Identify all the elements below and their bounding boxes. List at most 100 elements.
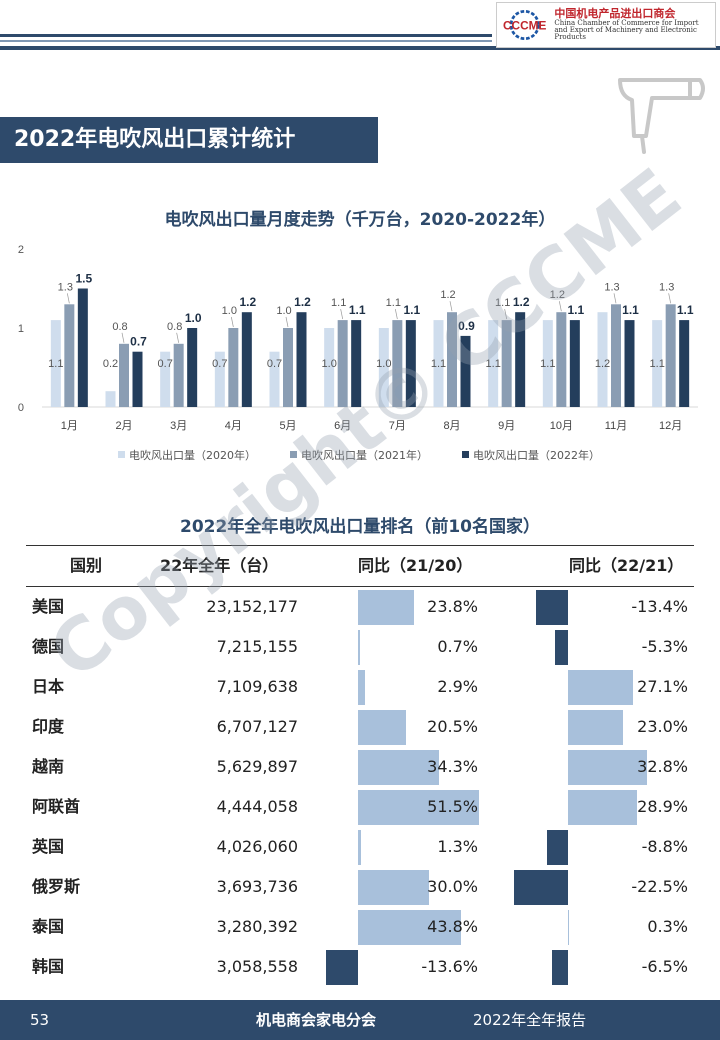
data-label: 1.1 [650,358,665,370]
data-label: 1.5 [75,272,92,286]
bar-2022 [351,320,362,407]
export-quantity: 4,444,058 [216,797,298,816]
data-label-leader [285,316,289,328]
bar-2022 [187,328,198,407]
bar-2021 [119,343,129,407]
bar-2020 [160,351,171,407]
export-quantity: 6,707,127 [216,717,298,736]
bar-2020 [324,328,335,407]
table-row: 印度 6,707,127 20.5% 23.0% [26,707,694,747]
yoy-2120-value: 1.3% [437,837,478,856]
monthly-export-chart: 0121.11.31.51月0.20.80.72月0.70.81.03月0.71… [18,244,698,462]
bar-2020 [433,320,444,407]
page-header: CCCME 中国机电产品进出口商会 China Chamber of Comme… [0,0,720,52]
country-name: 美国 [32,597,65,616]
yoy-2221-value: -5.3% [641,637,688,656]
data-label: 1.3 [604,281,619,293]
bar-2021 [447,312,457,407]
bar-2020 [378,328,389,407]
page-number: 53 [30,1011,50,1029]
yoy-2120-bar [326,950,358,985]
legend-swatch [290,451,297,458]
footer-report: 2022年全年报告 [473,1011,587,1029]
export-quantity: 7,109,638 [216,677,298,696]
bar-2021 [64,304,75,407]
yoy-2120-bar [358,910,461,945]
x-tick-label: 8月 [443,420,460,432]
data-label: 1.1 [495,297,510,309]
country-name: 印度 [32,717,65,736]
org-name-cn: 中国机电产品进出口商会 [554,7,676,21]
section-title-band: 2022年电吹风出口累计统计 [0,117,378,163]
yoy-2120-bar [358,670,365,705]
ranking-table: 国别 22年全年（台） 同比（21/20） 同比（22/21） 美国 23,152… [26,545,694,987]
header-quantity: 22年全年（台） [160,556,279,575]
yoy-2120-value: 51.5% [427,797,478,816]
country-name: 德国 [32,637,65,656]
yoy-2120-value: 30.0% [427,877,478,896]
data-label: 1.1 [386,297,401,309]
data-label-leader [558,301,562,312]
data-label: 0.8 [167,321,182,333]
data-label: 1.2 [294,295,311,309]
yoy-2221-value: 28.9% [637,797,688,816]
country-name: 越南 [32,757,65,776]
yoy-2221-bar [535,590,568,625]
bar-2022 [460,335,471,407]
bar-2021 [501,320,512,407]
bar-2022 [679,320,690,407]
yoy-2221-bar [552,950,568,985]
data-label-leader [668,293,672,304]
data-label: 1.1 [677,303,694,317]
table-row: 越南 5,629,897 34.3% 32.8% [26,747,694,787]
bar-2020 [652,320,663,407]
country-name: 英国 [32,837,65,856]
table-row: 日本 7,109,638 2.9% 27.1% [26,667,694,707]
data-label: 1.1 [331,297,346,309]
yoy-2120-bar [358,710,407,745]
y-tick-label: 0 [18,402,24,414]
bar-2022 [624,320,635,407]
bar-2020 [488,320,499,407]
legend-label: 电吹风出口量（2021年） [301,448,428,462]
data-label-leader [394,309,398,320]
legend-label: 电吹风出口量（2022年） [473,448,600,462]
yoy-2120-bar [358,750,439,785]
bar-2022 [405,320,416,407]
cccme-logo-icon: CCCME [503,9,546,41]
bar-2021 [283,328,293,407]
yoy-2221-bar [568,910,569,945]
export-quantity: 3,058,558 [216,957,298,976]
data-label: 1.1 [431,358,446,370]
table-title: 2022年全年电吹风出口量排名（前10名国家） [180,517,540,537]
legend-label: 电吹风出口量（2020年） [129,448,256,462]
legend-swatch [462,451,469,458]
yoy-2221-value: -6.5% [641,957,688,976]
x-tick-label: 9月 [498,420,515,432]
header-stripe [0,40,492,42]
x-tick-label: 1月 [61,420,78,432]
x-tick-label: 6月 [334,420,351,432]
yoy-2120-value: 43.8% [427,917,478,936]
data-label-leader [121,332,125,343]
data-label: 1.1 [540,358,555,370]
data-label: 1.2 [440,289,455,301]
data-label: 1.3 [58,281,73,293]
bar-2020 [542,320,553,407]
footer-org: 机电商会家电分会 [256,1011,377,1029]
bar-2021 [665,304,676,407]
country-name: 日本 [32,677,65,696]
x-tick-label: 4月 [225,420,242,432]
bar-2022 [515,312,526,407]
table-row: 阿联酋 4,444,058 51.5% 28.9% [26,787,694,827]
y-tick-label: 2 [18,244,24,256]
country-name: 阿联酋 [32,797,81,816]
data-label-leader [176,332,180,343]
export-quantity: 4,026,060 [216,837,298,856]
x-tick-label: 5月 [279,420,296,432]
data-label: 1.0 [185,311,202,325]
header-stripe [0,46,720,50]
yoy-2221-bar [546,830,568,865]
x-tick-label: 3月 [170,420,187,432]
header-stripe [0,34,492,37]
